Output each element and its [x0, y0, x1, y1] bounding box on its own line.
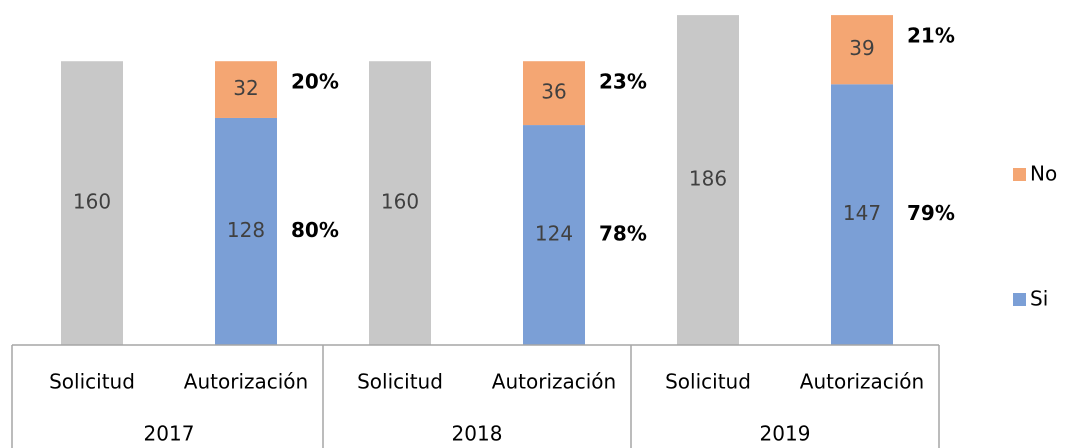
group-label: 2019 [760, 422, 811, 446]
value-label: 160 [73, 190, 111, 214]
value-label: 160 [381, 190, 419, 214]
bar-segment [523, 61, 585, 126]
group-label: 2018 [452, 422, 503, 446]
value-label: 147 [843, 201, 881, 225]
bar-segment [677, 15, 739, 346]
value-label: 128 [227, 218, 265, 242]
value-label: 36 [541, 80, 566, 104]
bar-segment [215, 61, 277, 118]
percent-label: 23% [599, 70, 647, 94]
bar-segment [831, 84, 893, 345]
legend-swatch [1013, 168, 1026, 181]
bar-segment [831, 15, 893, 85]
bar-segment [61, 61, 123, 346]
x-tick-label: Autorización [800, 370, 924, 394]
percent-label: 79% [907, 201, 955, 225]
legend-label: Si [1030, 287, 1048, 311]
x-tick-label: Solicitud [665, 370, 751, 394]
group-label: 2017 [144, 422, 195, 446]
value-label: 32 [233, 76, 258, 100]
percent-label: 78% [599, 222, 647, 246]
x-tick-label: Solicitud [49, 370, 135, 394]
percent-label: 80% [291, 218, 339, 242]
bar-segment [215, 117, 277, 346]
x-tick-label: Autorización [492, 370, 616, 394]
legend-label: No [1030, 162, 1057, 186]
value-label: 39 [849, 36, 874, 60]
legend-swatch [1013, 293, 1026, 306]
bar-segment [523, 125, 585, 345]
percent-label: 21% [907, 24, 955, 48]
value-label: 186 [689, 167, 727, 191]
x-tick-label: Solicitud [357, 370, 443, 394]
percent-label: 20% [291, 70, 339, 94]
value-label: 124 [535, 222, 573, 246]
bar-segment [369, 61, 431, 346]
x-tick-label: Autorización [184, 370, 308, 394]
